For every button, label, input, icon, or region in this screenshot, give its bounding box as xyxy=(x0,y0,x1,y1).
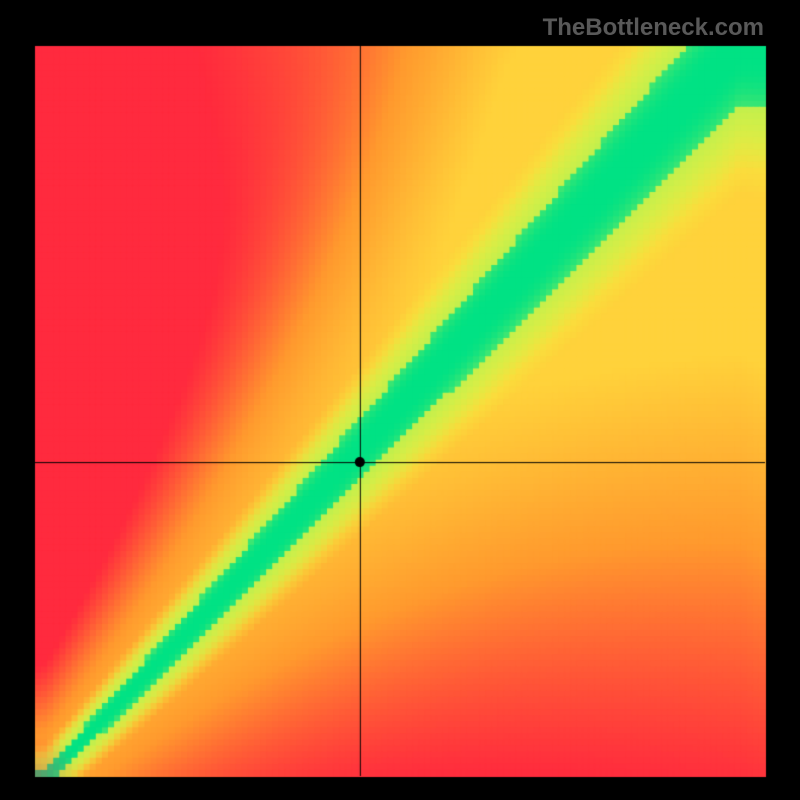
bottleneck-heatmap xyxy=(0,0,800,800)
watermark-text: TheBottleneck.com xyxy=(543,14,764,42)
